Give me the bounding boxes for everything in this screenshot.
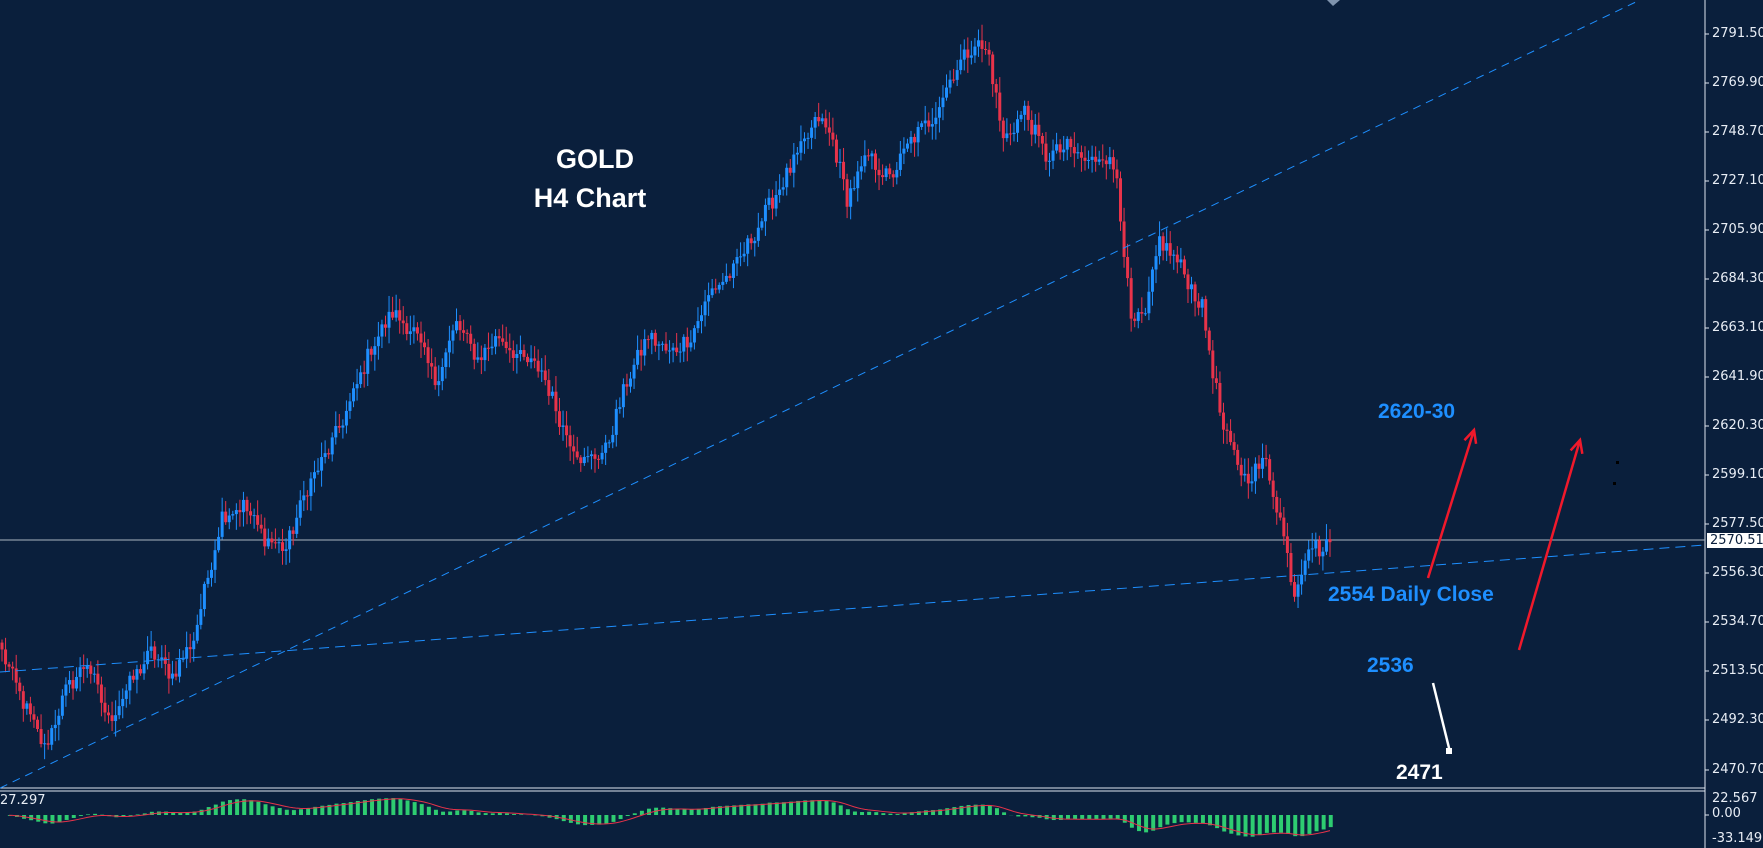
trendline-rising (0, 0, 1641, 789)
price-axis-label: 2620.30 (1712, 418, 1763, 433)
annotation-support: 2536 (1367, 654, 1414, 677)
price-axis-label: 2470.70 (1712, 762, 1763, 777)
price-axis-label: 2663.10 (1712, 320, 1763, 335)
candles (0, 24, 1332, 760)
macd-value-label: 27.297 (0, 793, 46, 808)
arrow-up-icon (1517, 439, 1582, 651)
price-axis-label: 2641.90 (1712, 369, 1763, 384)
chart-title-symbol: GOLD (556, 144, 634, 174)
price-axis-label: 2791.50 (1712, 26, 1763, 41)
annotation-target: 2620-30 (1378, 400, 1456, 423)
scroll-marker-icon (1327, 0, 1340, 6)
price-axis-label: 2513.50 (1712, 663, 1763, 678)
arrow-down-icon (1431, 682, 1452, 753)
dot-marker (1613, 482, 1616, 485)
arrow-up-icon-head (1463, 427, 1478, 445)
arrow-up-icon-head (1569, 437, 1584, 455)
chart-title-timeframe: H4 Chart (533, 183, 647, 213)
price-axis-label: 2748.70 (1712, 124, 1763, 139)
trendline-support (0, 544, 1706, 673)
price-axis-label: 2556.30 (1712, 565, 1763, 580)
price-axis-label: 2769.90 (1712, 75, 1763, 90)
price-axis-label: 2599.10 (1712, 467, 1763, 482)
price-axis-label: 2727.10 (1712, 173, 1763, 188)
price-axis-label: 2534.70 (1712, 614, 1763, 629)
price-axis-label: 2577.50 (1712, 516, 1763, 531)
macd-axis-top: 22.567 (1712, 791, 1758, 806)
price-axis-label: 2705.90 (1712, 222, 1763, 237)
macd-signal-line (9, 798, 1331, 836)
dot-marker (1616, 461, 1619, 464)
price-axis-label: 2684.30 (1712, 271, 1763, 286)
macd-axis-bottom: -33.149 (1712, 831, 1763, 846)
arrow-down-head-icon (1446, 748, 1452, 754)
price-axis-label: 2492.30 (1712, 712, 1763, 727)
annotation-daily-close: 2554 Daily Close (1328, 583, 1494, 606)
annotation-low-target: 2471 (1396, 761, 1443, 784)
current-price-tag: 2570.51 (1707, 533, 1763, 548)
arrow-up-icon (1426, 429, 1476, 579)
macd-axis-zero: 0.00 (1712, 806, 1741, 821)
macd-histogram (7, 798, 1333, 837)
